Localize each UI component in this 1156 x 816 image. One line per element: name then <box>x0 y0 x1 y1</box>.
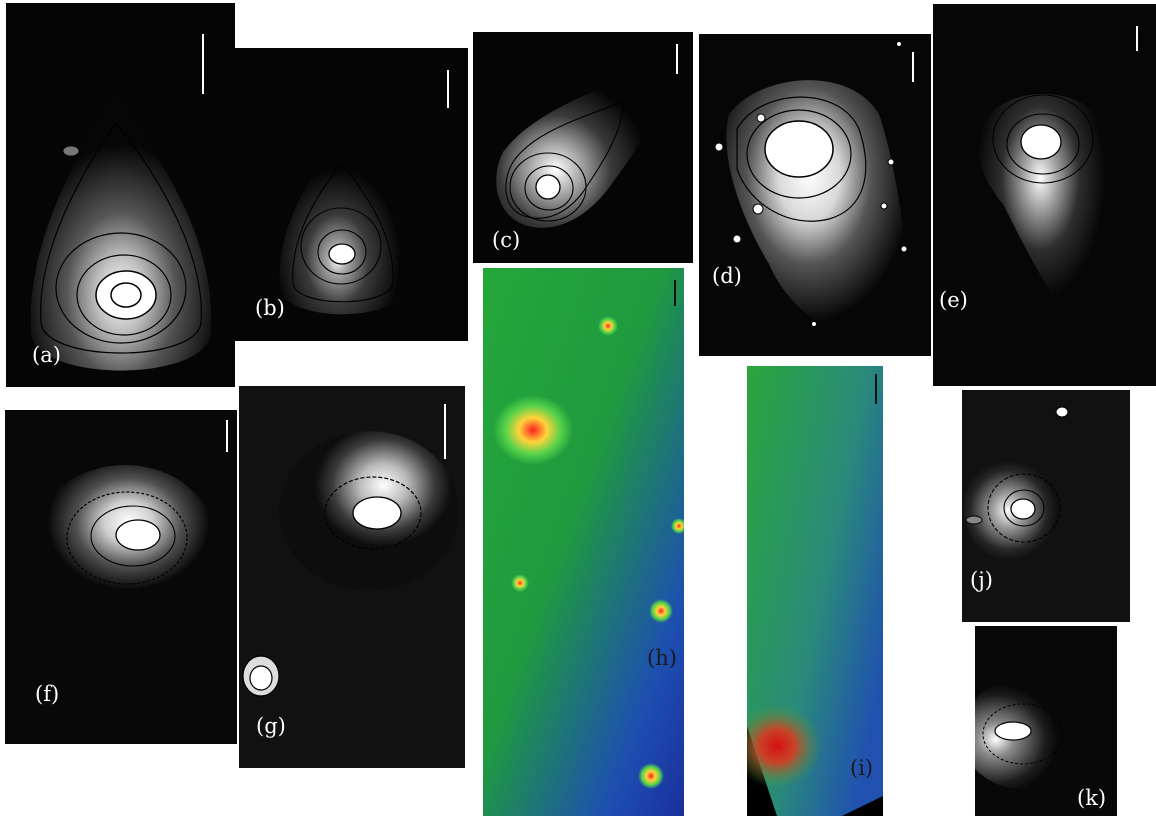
panel-label: (i) <box>850 756 874 780</box>
panel-c-image <box>473 32 693 263</box>
panel-label: (c) <box>492 228 521 252</box>
scale-bar <box>1136 26 1138 51</box>
scale-bar <box>674 280 676 306</box>
panel-e: (e) <box>933 4 1156 386</box>
scale-bar <box>226 420 228 452</box>
panel-g-image <box>239 386 465 768</box>
scale-bar <box>875 374 877 404</box>
panel-k-image <box>975 626 1117 816</box>
panel-label: (a) <box>32 343 61 367</box>
panel-h-image <box>483 268 684 816</box>
panel-a: (a) <box>6 3 235 387</box>
panel-i-image <box>747 366 883 816</box>
scale-bar <box>447 70 449 108</box>
panel-b: (b) <box>235 48 468 341</box>
panel-label: (e) <box>939 288 968 312</box>
panel-label: (g) <box>256 714 286 738</box>
panel-label: (b) <box>255 296 285 320</box>
panel-e-image <box>933 4 1156 386</box>
panel-h: (h) <box>483 268 684 816</box>
panel-label: (j) <box>970 568 993 592</box>
panel-d: (d) <box>699 34 931 356</box>
panel-j: (j) <box>962 390 1130 622</box>
scale-bar <box>912 52 914 82</box>
panel-f: (f) <box>5 410 237 744</box>
scale-bar <box>676 44 678 74</box>
scale-bar <box>202 34 204 94</box>
panel-k: (k) <box>975 626 1117 816</box>
panel-d-image <box>699 34 931 356</box>
panel-c: (c) <box>473 32 693 263</box>
panel-g: (g) <box>239 386 465 768</box>
panel-label: (h) <box>647 646 677 670</box>
panel-label: (k) <box>1077 786 1107 810</box>
panel-label: (f) <box>35 682 60 706</box>
panel-a-image <box>6 3 235 387</box>
panel-f-image <box>5 410 237 744</box>
panel-i: (i) <box>747 366 883 816</box>
scale-bar <box>444 404 446 459</box>
panel-b-image <box>235 48 468 341</box>
panel-j-image <box>962 390 1130 622</box>
panel-label: (d) <box>712 264 742 288</box>
